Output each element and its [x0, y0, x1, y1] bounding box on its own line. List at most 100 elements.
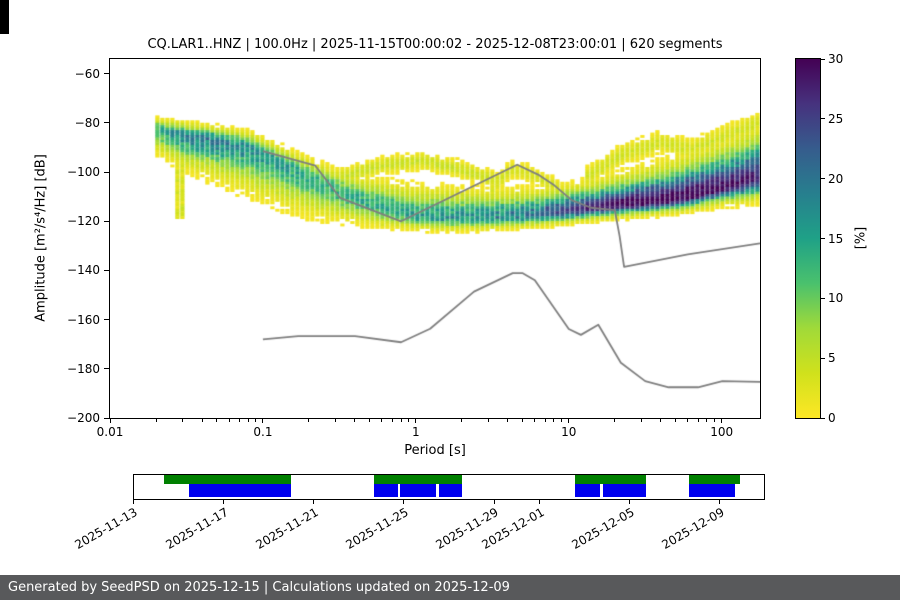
y-tick-label: −60 [74, 66, 100, 81]
x-minor-tick [675, 419, 677, 422]
x-minor-tick [614, 419, 616, 422]
y-tick [104, 417, 109, 419]
x-minor-tick [561, 419, 563, 422]
timeline-tick [629, 500, 631, 504]
x-minor-tick [706, 419, 708, 422]
data-coverage-segment [689, 475, 741, 484]
psd-coverage-segment [438, 484, 462, 497]
screen-corner-artifact [0, 0, 9, 34]
colorbar-tick [821, 178, 825, 180]
ppsd-histogram-canvas [110, 59, 760, 418]
timeline-date-label: 2025-12-09 [659, 505, 727, 552]
y-tick-label: −120 [67, 214, 100, 229]
y-tick [104, 269, 109, 271]
psd-coverage-segment [400, 484, 437, 497]
timeline-date-label: 2025-11-17 [162, 505, 231, 552]
x-minor-tick [660, 419, 662, 422]
x-tick-label: 100 [710, 425, 734, 439]
footer-bar: Generated by SeedPSD on 2025-12-15 | Cal… [0, 575, 900, 600]
timeline-date-label: 2025-11-13 [72, 505, 140, 552]
x-minor-tick [641, 419, 643, 422]
colorbar-tick-label: 15 [828, 231, 844, 246]
colorbar-tick [821, 417, 825, 419]
colorbar-tick [821, 297, 825, 299]
x-minor-tick [400, 419, 402, 422]
y-tick-label: −200 [67, 411, 100, 425]
psd-coverage-segment [602, 484, 647, 497]
y-tick [104, 220, 109, 222]
x-minor-tick [255, 419, 257, 422]
psd-coverage-segment [689, 484, 735, 497]
colorbar-tick [821, 357, 825, 359]
x-minor-tick [507, 419, 509, 422]
timeline-tick [313, 500, 315, 504]
y-tick [104, 368, 109, 370]
colorbar-tick-label: 5 [828, 351, 836, 366]
x-minor-tick [247, 419, 249, 422]
x-minor-tick [354, 419, 356, 422]
x-minor-tick [155, 419, 157, 422]
y-tick [104, 122, 109, 124]
y-tick-label: −180 [67, 361, 100, 376]
data-coverage-segment [374, 475, 462, 484]
plot-title: CQ.LAR1..HNZ | 100.0Hz | 2025-11-15T00:0… [147, 37, 723, 52]
colorbar [795, 58, 821, 419]
x-minor-tick [182, 419, 184, 422]
timeline-tick [719, 500, 721, 504]
x-tick [568, 419, 570, 423]
y-tick-label: −140 [67, 263, 100, 278]
colorbar-tick-label: 0 [828, 411, 836, 425]
x-minor-tick [714, 419, 716, 422]
x-minor-tick [335, 419, 337, 422]
x-minor-tick [408, 419, 410, 422]
colorbar-tick-label: 30 [828, 52, 844, 66]
y-tick [104, 319, 109, 321]
data-coverage-segment [575, 475, 647, 484]
x-tick-label: 0.01 [96, 425, 124, 439]
timeline-tick [493, 500, 495, 504]
x-tick-label: 1 [412, 425, 420, 439]
timeline-tick [538, 500, 540, 504]
y-axis-label: Amplitude [m²/s⁴/Hz] [dB] [33, 154, 49, 322]
x-minor-tick [216, 419, 218, 422]
timeline-date-label: 2025-11-21 [253, 505, 321, 552]
timeline-date-label: 2025-11-25 [343, 505, 411, 552]
colorbar-tick [821, 118, 825, 120]
x-minor-tick [544, 419, 546, 422]
colorbar-tick-label: 10 [828, 291, 844, 306]
timeline-coverage-bar [133, 474, 765, 500]
timeline-tick [403, 500, 405, 504]
y-tick [104, 171, 109, 173]
y-tick [104, 73, 109, 75]
data-coverage-segment [164, 475, 292, 484]
x-minor-tick [369, 419, 371, 422]
psd-coverage-segment [575, 484, 601, 497]
psd-coverage-segment [374, 484, 398, 497]
x-minor-tick [553, 419, 555, 422]
x-minor-tick [687, 419, 689, 422]
x-tick [262, 419, 264, 423]
timeline-date-label: 2025-12-05 [569, 505, 637, 552]
psd-coverage-segment [188, 484, 292, 497]
x-minor-tick [228, 419, 230, 422]
x-tick [415, 419, 417, 423]
x-minor-tick [391, 419, 393, 422]
x-axis-label: Period [s] [404, 443, 466, 458]
colorbar-gradient [796, 59, 820, 418]
ppsd-plot-area [109, 58, 761, 419]
x-minor-tick [461, 419, 463, 422]
y-tick-label: −100 [67, 165, 100, 180]
x-tick [109, 419, 111, 423]
x-minor-tick [381, 419, 383, 422]
y-tick-label: −160 [67, 312, 100, 327]
colorbar-tick [821, 238, 825, 239]
y-tick-label: −80 [74, 115, 100, 130]
colorbar-tick-label: 25 [828, 111, 844, 126]
x-minor-tick [522, 419, 524, 422]
x-minor-tick [238, 419, 240, 422]
x-minor-tick [534, 419, 536, 422]
timeline-tick [222, 500, 224, 504]
x-minor-tick [488, 419, 490, 422]
x-minor-tick [308, 419, 310, 422]
